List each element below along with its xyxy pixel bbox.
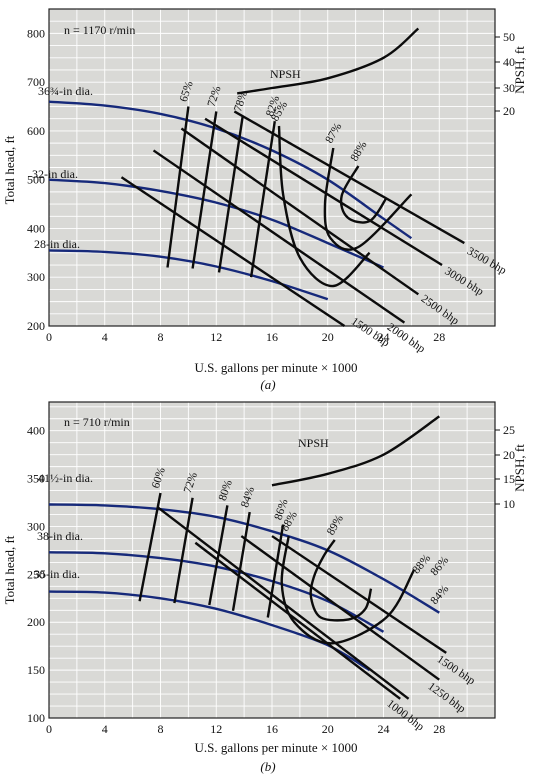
x-tick-label: 0: [46, 330, 52, 344]
efficiency-curve: [166, 106, 190, 268]
impeller-diameter-label: 28-in dia.: [34, 237, 80, 251]
impeller-diameter-label: 36¾-in dia.: [38, 84, 93, 98]
plot-frame: [48, 8, 496, 327]
impeller-curve: [48, 100, 413, 240]
x-tick-label: 4: [102, 330, 108, 344]
chart-b: 0 4 8 12 16 20 24 28 100 150 200 250 300 350 400 10 15 20…: [2, 401, 527, 774]
plot-frame: [48, 401, 496, 719]
efficiency-curve: [309, 539, 373, 622]
efficiency-curve: [266, 524, 285, 618]
y2-tick-label: 10: [503, 497, 515, 511]
impeller-diameter-label: 32-in dia.: [32, 167, 78, 181]
y2-tick-label: 15: [503, 472, 515, 486]
speed-label: n = 1170 r/min: [64, 23, 135, 37]
figure-caption: (b): [260, 759, 275, 774]
impeller-diameter-label: 38-in dia.: [37, 529, 83, 543]
y2-tick-label: 20: [503, 448, 515, 462]
brake-horsepower-line: [120, 176, 346, 327]
y2-tick-label: 30: [503, 81, 515, 95]
chart-a: 0 4 8 12 16 20 24 28 200 300 400 500 600 700 800 20 30 40…: [2, 8, 527, 392]
npsh-curve-label: NPSH: [298, 436, 329, 450]
y2-tick-label: 40: [503, 55, 515, 69]
efficiency-curve: [138, 492, 162, 602]
x-tick-label: 20: [322, 330, 334, 344]
efficiency-curve: [280, 535, 416, 645]
x-tick-label: 16: [266, 330, 278, 344]
x-tick-label: 0: [46, 722, 52, 736]
x-tick-label: 4: [102, 722, 108, 736]
y2-tick-label: 20: [503, 104, 515, 118]
brake-horsepower-line: [194, 541, 401, 700]
npsh-curve: [271, 415, 440, 487]
y-tick-label: 250: [27, 567, 45, 581]
x-tick-label: 12: [210, 722, 222, 736]
efficiency-curve: [277, 125, 371, 288]
brake-horsepower-line: [156, 506, 410, 700]
y-axis-label: Total head, ft: [2, 135, 17, 204]
x-tick-label: 16: [266, 722, 278, 736]
x-tick-label: 24: [378, 722, 390, 736]
brake-horsepower-line: [180, 127, 420, 296]
x-tick-label: 12: [210, 330, 222, 344]
y-tick-label: 500: [27, 173, 45, 187]
efficiency-curve: [208, 505, 229, 606]
impeller-curve: [48, 590, 371, 672]
y-tick-label: 300: [27, 519, 45, 533]
y-tick-label: 400: [27, 221, 45, 235]
brake-horsepower-line: [152, 149, 406, 324]
efficiency-curve: [217, 116, 244, 273]
y-tick-label: 300: [27, 270, 45, 284]
y-tick-label: 800: [27, 26, 45, 40]
efficiency-curve: [173, 497, 194, 604]
impeller-diameter-label: 41½-in dia.: [38, 471, 93, 485]
y2-axis-label: NPSH, ft: [512, 444, 527, 492]
x-tick-label: 28: [433, 330, 445, 344]
efficiency-curve: [249, 121, 276, 278]
efficiency-curve: [191, 111, 218, 269]
y2-tick-label: 50: [503, 30, 515, 44]
brake-horsepower-line: [240, 535, 440, 681]
impeller-curve: [48, 249, 329, 301]
y-tick-label: 700: [27, 75, 45, 89]
brake-horsepower-line: [204, 117, 443, 267]
efficiency-curve: [339, 165, 388, 224]
x-tick-label: 8: [158, 722, 164, 736]
y-tick-label: 100: [27, 711, 45, 725]
x-tick-label: 8: [158, 330, 164, 344]
npsh-curve: [237, 27, 420, 95]
y-tick-label: 150: [27, 663, 45, 677]
y-axis-label: Total head, ft: [2, 535, 17, 604]
y-tick-label: 600: [27, 124, 45, 138]
y-tick-label: 400: [27, 424, 45, 438]
y-tick-label: 350: [27, 472, 45, 486]
brake-horsepower-line: [271, 535, 447, 654]
x-tick-label: 20: [322, 722, 334, 736]
impeller-diameter-label: 35-in dia.: [34, 567, 80, 581]
speed-label: n = 710 r/min: [64, 415, 130, 429]
efficiency-curve: [231, 511, 251, 612]
y2-axis-label: NPSH, ft: [512, 46, 527, 94]
impeller-curve: [48, 178, 384, 269]
x-axis-label: U.S. gallons per minute × 1000: [195, 740, 358, 755]
y-tick-label: 200: [27, 615, 45, 629]
npsh-curve-label: NPSH: [270, 67, 301, 81]
y-tick-label: 200: [27, 319, 45, 333]
x-tick-label: 28: [433, 722, 445, 736]
y2-tick-label: 25: [503, 423, 515, 437]
x-tick-label: 24: [378, 330, 390, 344]
efficiency-curve: [323, 147, 413, 251]
x-axis-label: U.S. gallons per minute × 1000: [195, 360, 358, 375]
figure-caption: (a): [260, 377, 275, 392]
